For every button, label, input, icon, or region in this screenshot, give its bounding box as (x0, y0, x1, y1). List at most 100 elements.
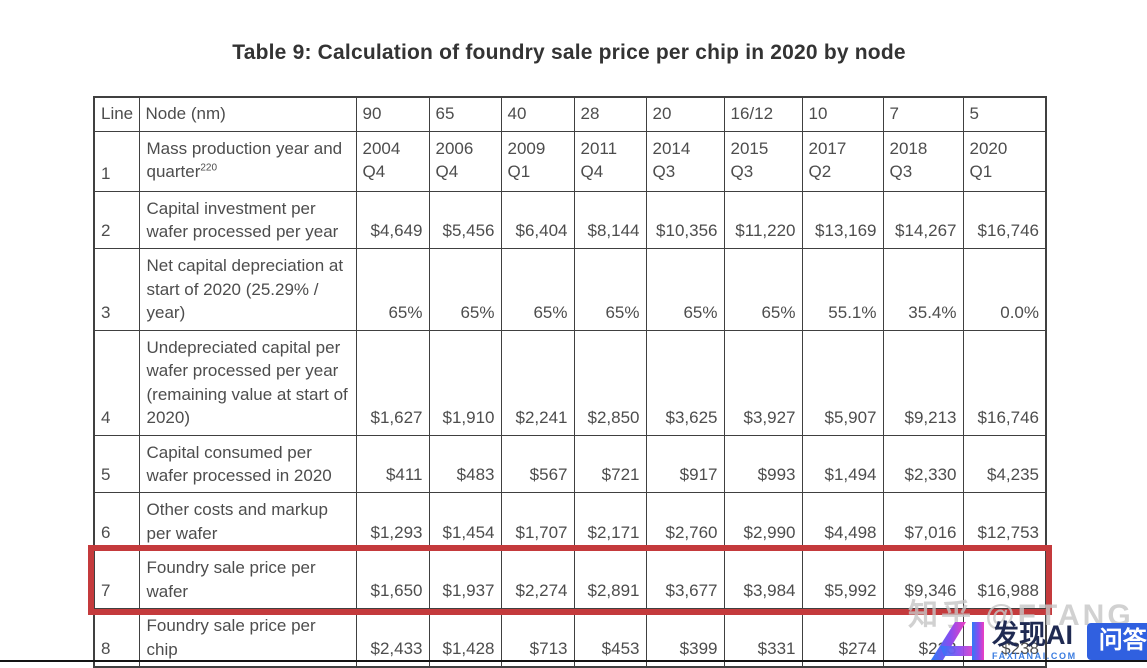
table-cell: $2,274 (500, 550, 575, 610)
table-cell: 2004 Q4 (355, 130, 430, 192)
column-header-90: 90 (355, 96, 430, 132)
table-cell: 35.4% (882, 248, 964, 331)
table-cell: $16,746 (962, 329, 1047, 436)
brand-domain: FAXIANAI.COM (992, 650, 1077, 661)
row-label: Other costs and markup per wafer (138, 492, 357, 552)
table-cell: $9,346 (882, 550, 964, 610)
table-cell: 2006 Q4 (428, 130, 502, 192)
table-cell: $5,992 (801, 550, 884, 610)
table-cell: $3,984 (723, 550, 803, 610)
column-header-40: 40 (500, 96, 575, 132)
table-cell: $5,456 (428, 190, 502, 250)
table-cell: $1,494 (801, 434, 884, 494)
table-cell: $6,404 (500, 190, 575, 250)
table-cell: $14,267 (882, 190, 964, 250)
line-number: 3 (93, 248, 140, 331)
table-cell: $453 (573, 608, 647, 668)
table-cell: $399 (645, 608, 725, 668)
column-header-7: 7 (882, 96, 964, 132)
table-cell: 2011 Q4 (573, 130, 647, 192)
table-cell: $16,988 (962, 550, 1047, 610)
row-label: Capital consumed per wafer processed in … (138, 434, 357, 494)
line-number: 2 (93, 190, 140, 250)
line-number: 7 (93, 550, 140, 610)
table-container: Line Node (nm) 90 65 40 28 20 16/12 10 7 5 1 Mass pr… (88, 96, 1052, 668)
table-row-line-8: 8 Foundry sale price per chip $2,433 $1,428… (93, 608, 1047, 668)
line-number: 6 (93, 492, 140, 552)
table-cell: $713 (500, 608, 575, 668)
table-row-line-7: 7 Foundry sale price per wafer $1,650 $1,93… (88, 544, 1052, 615)
line-number: 5 (93, 434, 140, 494)
table-cell: 55.1% (801, 248, 884, 331)
column-header-16-12: 16/12 (723, 96, 803, 132)
line-number: 4 (93, 329, 140, 436)
table-cell: $721 (573, 434, 647, 494)
row-label: Mass production year and quarter220 (138, 130, 357, 192)
table-row-line-6: 6 Other costs and markup per wafer $1,293 $… (93, 492, 1047, 552)
table-cell: $274 (801, 608, 884, 668)
table-cell: $1,627 (355, 329, 430, 436)
table-cell: 65% (723, 248, 803, 331)
table-cell: 65% (428, 248, 502, 331)
column-header-5: 5 (962, 96, 1047, 132)
table-cell: $12,753 (962, 492, 1047, 552)
table-cell: $411 (355, 434, 430, 494)
table-cell: $2,171 (573, 492, 647, 552)
table-cell: $331 (723, 608, 803, 668)
table-cell: $11,220 (723, 190, 803, 250)
column-header-65: 65 (428, 96, 502, 132)
line-number: 8 (93, 608, 140, 668)
row-label: Foundry sale price per wafer (138, 550, 357, 610)
table-cell: $2,241 (500, 329, 575, 436)
table-cell: $4,235 (962, 434, 1047, 494)
table-cell: 65% (645, 248, 725, 331)
row-label: Undepreciated capital per wafer processe… (138, 329, 357, 436)
table-cell: $2,850 (573, 329, 647, 436)
table-cell: $1,650 (355, 550, 430, 610)
brand-logo: 发现AI FAXIANAI.COM 问答 (930, 620, 1147, 662)
table-cell: 2020 Q1 (962, 130, 1047, 192)
table-cell: $917 (645, 434, 725, 494)
table-cell: $8,144 (573, 190, 647, 250)
table-cell: 65% (573, 248, 647, 331)
column-header-28: 28 (573, 96, 647, 132)
table-cell: $2,990 (723, 492, 803, 552)
table-cell: $2,760 (645, 492, 725, 552)
bottom-edge-line (0, 660, 1147, 662)
table-cell: $3,677 (645, 550, 725, 610)
table-cell: $16,746 (962, 190, 1047, 250)
table-cell: $4,498 (801, 492, 884, 552)
table-cell: $1,707 (500, 492, 575, 552)
brand-text-block: 发现AI FAXIANAI.COM (992, 621, 1077, 661)
row-label: Foundry sale price per chip (138, 608, 357, 668)
table-cell: 2017 Q2 (801, 130, 884, 192)
table-cell: 2009 Q1 (500, 130, 575, 192)
table-cell: $567 (500, 434, 575, 494)
table-cell: $10,356 (645, 190, 725, 250)
column-header-20: 20 (645, 96, 725, 132)
table-row-line-5: 5 Capital consumed per wafer processed in… (93, 434, 1047, 494)
row-label: Net capital depreciation at start of 202… (138, 248, 357, 331)
table-cell: $13,169 (801, 190, 884, 250)
table-cell: $483 (428, 434, 502, 494)
table-cell: 2015 Q3 (723, 130, 803, 192)
table-cell: $4,649 (355, 190, 430, 250)
table-cell: $9,213 (882, 329, 964, 436)
table-row-line-4: 4 Undepreciated capital per wafer process… (93, 329, 1047, 436)
table-cell: $5,907 (801, 329, 884, 436)
table-cell: $993 (723, 434, 803, 494)
table-row-line-2: 2 Capital investment per wafer processed … (93, 190, 1047, 250)
table-cell: $3,927 (723, 329, 803, 436)
table-cell: 2014 Q3 (645, 130, 725, 192)
column-header-10: 10 (801, 96, 884, 132)
table-cell: $1,910 (428, 329, 502, 436)
table-cell: $2,330 (882, 434, 964, 494)
table-cell: $7,016 (882, 492, 964, 552)
table-header-row: Line Node (nm) 90 65 40 28 20 16/12 10 7 5 (93, 96, 1047, 132)
table-cell: $1,454 (428, 492, 502, 552)
table-cell: $2,891 (573, 550, 647, 610)
table-cell: $1,428 (428, 608, 502, 668)
table-cell: $1,293 (355, 492, 430, 552)
table-cell: 65% (355, 248, 430, 331)
row-label: Capital investment per wafer processed p… (138, 190, 357, 250)
